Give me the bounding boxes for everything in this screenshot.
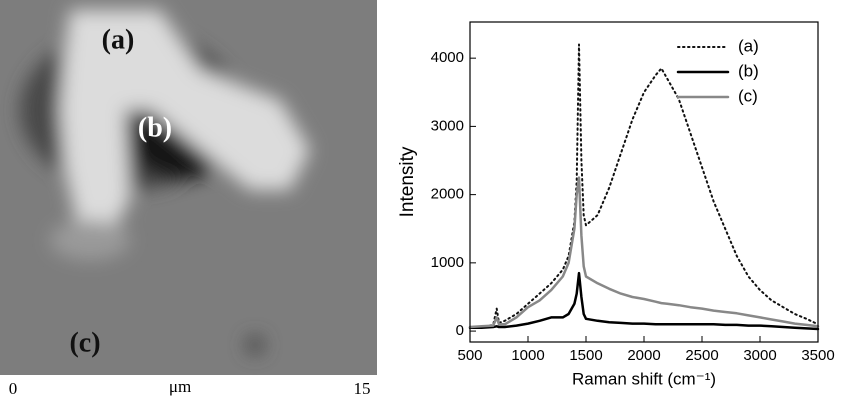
scale-label: μm (169, 377, 191, 396)
x-tick-label: 3000 (743, 347, 776, 364)
x-tick-label: 500 (457, 347, 482, 364)
chart: 500 1000 1500 2000 2500 3000 3500 0 1000 2000 3000… (397, 21, 835, 388)
series-line (468, 271, 820, 331)
x-tick-label: 1000 (511, 347, 544, 364)
legend-label: (a) (738, 36, 759, 55)
y-tick-label: 1000 (431, 254, 464, 271)
series-line (469, 43, 819, 329)
image-label: (b) (138, 112, 172, 143)
image-label: (a) (102, 24, 135, 55)
micrograph: (a) (b) (c) 0 μm 15 (0, 0, 377, 398)
y-tick-label: 2000 (431, 186, 464, 203)
scale-label: 0 (9, 379, 18, 398)
scale-label: 15 (354, 379, 371, 398)
legend-label: (b) (738, 61, 759, 80)
series-line (468, 176, 820, 329)
plot-frame (469, 21, 819, 343)
legend-label: (c) (738, 86, 758, 105)
x-tick-label: 2000 (627, 347, 660, 364)
y-tick-label: 4000 (431, 49, 464, 66)
y-tick-label: 0 (456, 322, 464, 339)
x-tick-label: 3500 (801, 347, 834, 364)
x-tick-label: 2500 (685, 347, 718, 364)
x-tick-label: 1500 (569, 347, 602, 364)
y-axis-label: Intensity (397, 146, 418, 217)
x-axis-label: Raman shift (cm⁻¹) (572, 369, 716, 388)
image-label: (c) (69, 327, 100, 358)
y-tick-label: 3000 (431, 117, 464, 134)
